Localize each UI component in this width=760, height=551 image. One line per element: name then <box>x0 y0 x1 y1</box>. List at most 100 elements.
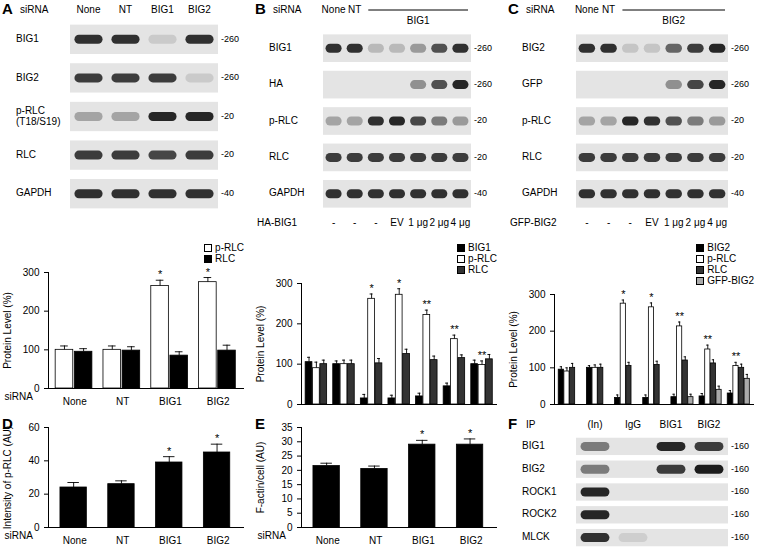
svg-text:GFP-BIG2: GFP-BIG2 <box>510 217 557 228</box>
svg-text:(T18/S19): (T18/S19) <box>16 116 60 127</box>
svg-text:EV: EV <box>390 217 404 228</box>
svg-text:*: * <box>206 266 211 278</box>
svg-text:RLC: RLC <box>269 151 289 162</box>
svg-text:2 μg: 2 μg <box>429 217 449 228</box>
svg-text:BIG1: BIG1 <box>159 396 182 407</box>
svg-text:300: 300 <box>276 278 293 289</box>
svg-text:*: * <box>621 288 626 300</box>
svg-text:-260: -260 <box>221 34 239 44</box>
svg-text:B: B <box>255 0 266 17</box>
svg-text:*: * <box>468 427 473 439</box>
svg-text:**: ** <box>450 323 459 335</box>
svg-text:BIG2: BIG2 <box>207 396 230 407</box>
svg-text:RLC: RLC <box>522 151 542 162</box>
svg-text:0: 0 <box>34 383 40 394</box>
svg-text:-20: -20 <box>474 115 487 125</box>
svg-text:HA-BIG1: HA-BIG1 <box>257 217 297 228</box>
svg-text:*: * <box>215 432 220 444</box>
svg-text:GAPDH: GAPDH <box>269 187 305 198</box>
svg-text:4 μg: 4 μg <box>451 217 471 228</box>
svg-text:Intensity of p-RLC (AU): Intensity of p-RLC (AU) <box>2 426 13 529</box>
svg-text:NT: NT <box>348 4 361 15</box>
svg-text:BIG2: BIG2 <box>522 42 545 53</box>
svg-text:-260: -260 <box>474 43 492 53</box>
svg-text:*: * <box>649 291 654 303</box>
svg-text:BIG2: BIG2 <box>207 535 230 546</box>
svg-text:siRNA: siRNA <box>273 4 302 15</box>
svg-text:30: 30 <box>281 436 293 447</box>
svg-text:-260: -260 <box>221 72 239 82</box>
svg-text:1 μg: 1 μg <box>664 217 684 228</box>
svg-text:BIG2: BIG2 <box>188 4 211 15</box>
svg-text:20: 20 <box>281 465 293 476</box>
svg-text:p-RLC: p-RLC <box>269 115 298 126</box>
svg-text:A: A <box>2 0 13 17</box>
svg-text:-: - <box>629 217 632 228</box>
svg-text:BIG2: BIG2 <box>662 15 685 26</box>
svg-text:60: 60 <box>28 422 40 433</box>
svg-text:-20: -20 <box>731 115 744 125</box>
svg-text:300: 300 <box>529 289 546 300</box>
svg-text:**: ** <box>478 349 487 361</box>
svg-text:C: C <box>508 0 519 17</box>
svg-text:HA: HA <box>269 78 283 89</box>
svg-text:F-actin/cell (AU): F-actin/cell (AU) <box>255 442 266 514</box>
svg-text:-20: -20 <box>221 149 234 159</box>
svg-text:-20: -20 <box>731 152 744 162</box>
svg-text:siRNA: siRNA <box>258 530 287 541</box>
svg-text:siRNA: siRNA <box>5 530 34 541</box>
svg-text:Protein Level (%): Protein Level (%) <box>2 292 13 369</box>
svg-text:-20: -20 <box>221 111 234 121</box>
svg-text:-: - <box>585 217 588 228</box>
svg-text:300: 300 <box>23 267 40 278</box>
svg-text:BIG2: BIG2 <box>522 463 545 474</box>
svg-text:siRNA: siRNA <box>20 4 49 15</box>
svg-text:BIG2: BIG2 <box>698 419 721 430</box>
svg-text:EV: EV <box>645 217 659 228</box>
svg-text:0: 0 <box>34 522 40 533</box>
svg-text:-40: -40 <box>731 188 744 198</box>
svg-text:-260: -260 <box>474 79 492 89</box>
svg-text:10: 10 <box>281 493 293 504</box>
svg-text:*: * <box>420 428 425 440</box>
svg-text:35: 35 <box>281 422 293 433</box>
svg-text:*: * <box>397 277 402 289</box>
svg-text:**: ** <box>732 350 741 362</box>
svg-text:Protein Level (%): Protein Level (%) <box>508 311 519 388</box>
svg-text:-: - <box>374 217 377 228</box>
svg-text:BIG2: BIG2 <box>460 535 483 546</box>
svg-text:BIG2: BIG2 <box>16 72 39 83</box>
svg-text:*: * <box>167 445 172 457</box>
svg-text:BIG1: BIG1 <box>522 440 545 451</box>
svg-text:100: 100 <box>276 358 293 369</box>
svg-text:-40: -40 <box>221 188 234 198</box>
svg-text:200: 200 <box>276 318 293 329</box>
svg-text:*: * <box>369 282 374 294</box>
svg-text:0: 0 <box>287 522 293 533</box>
svg-text:BIG1: BIG1 <box>412 535 435 546</box>
svg-text:MLCK: MLCK <box>522 531 550 542</box>
svg-text:IP: IP <box>526 419 536 430</box>
svg-text:0: 0 <box>540 399 546 410</box>
svg-text:-260: -260 <box>731 43 749 53</box>
svg-text:5: 5 <box>287 507 293 518</box>
svg-text:-160: -160 <box>731 532 749 542</box>
svg-text:RLC: RLC <box>16 149 36 160</box>
svg-text:GAPDH: GAPDH <box>16 187 52 198</box>
svg-text:BIG1: BIG1 <box>407 15 430 26</box>
svg-text:4 μg: 4 μg <box>707 217 727 228</box>
svg-text:None: None <box>77 4 101 15</box>
svg-text:GAPDH: GAPDH <box>522 187 558 198</box>
svg-text:IgG: IgG <box>625 419 641 430</box>
svg-text:Protein Level (%): Protein Level (%) <box>255 306 266 383</box>
svg-text:20: 20 <box>28 488 40 499</box>
svg-text:siRNA: siRNA <box>526 4 555 15</box>
svg-text:-160: -160 <box>731 441 749 451</box>
svg-text:None: None <box>575 4 599 15</box>
svg-text:-: - <box>332 217 335 228</box>
svg-text:ROCK2: ROCK2 <box>522 508 557 519</box>
svg-text:NT: NT <box>369 535 382 546</box>
svg-text:*: * <box>158 268 163 280</box>
svg-text:NT: NT <box>116 535 129 546</box>
svg-text:p-RLC: p-RLC <box>522 115 551 126</box>
